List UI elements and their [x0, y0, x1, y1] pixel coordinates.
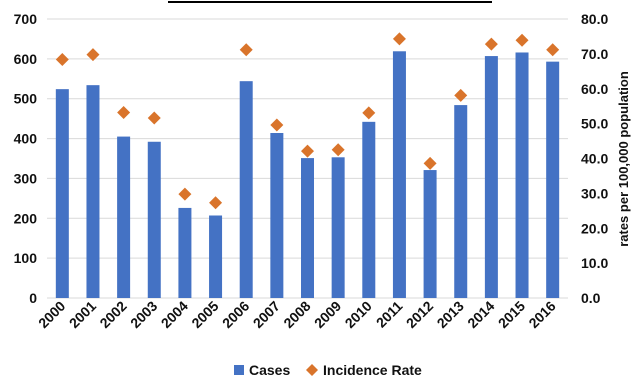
x-tick-label-2014: 2014 [464, 298, 497, 331]
x-tick-label-2002: 2002 [96, 298, 129, 331]
x-tick-label-2008: 2008 [280, 298, 313, 331]
left-tick-label: 200 [14, 210, 38, 226]
marker-incidence-rate-2016 [546, 43, 559, 56]
right-tick-label: 40.0 [581, 151, 608, 167]
right-tick-label: 20.0 [581, 220, 608, 236]
bar-cases-2009 [332, 157, 345, 298]
marker-incidence-rate-2008 [301, 145, 314, 158]
marker-incidence-rate-2007 [270, 119, 283, 132]
bar-cases-2016 [546, 62, 559, 298]
bar-cases-2000 [56, 89, 69, 298]
left-tick-label: 100 [14, 250, 38, 266]
right-axis-ticks: 0.0 10.0 20.0 30.0 40.0 50.0 60.0 70.0 80.0 [581, 11, 608, 306]
right-axis-label: rates per 100,000 population [616, 71, 631, 247]
cases-bars [56, 51, 559, 298]
legend-cases-swatch [234, 365, 244, 375]
right-tick-label: 0.0 [581, 290, 601, 306]
left-tick-label: 700 [14, 11, 38, 27]
bar-cases-2003 [148, 142, 161, 298]
right-tick-label: 60.0 [581, 81, 608, 97]
x-tick-label-2012: 2012 [403, 298, 436, 331]
bar-cases-2015 [516, 52, 529, 298]
bar-cases-2011 [393, 51, 406, 298]
bar-cases-2001 [86, 85, 99, 298]
bar-cases-2014 [485, 56, 498, 298]
x-tick-label-2007: 2007 [250, 298, 283, 331]
right-tick-label: 30.0 [581, 185, 608, 201]
marker-incidence-rate-2000 [56, 53, 69, 66]
marker-incidence-rate-2012 [424, 157, 437, 170]
legend-cases-label: Cases [249, 362, 290, 378]
left-tick-label: 300 [14, 170, 38, 186]
left-tick-label: 400 [14, 131, 38, 147]
left-tick-label: 500 [14, 91, 38, 107]
marker-incidence-rate-2010 [362, 106, 375, 119]
bar-cases-2004 [178, 208, 191, 298]
legend-incidence-rate-marker [306, 364, 318, 376]
marker-incidence-rate-2006 [240, 43, 253, 56]
marker-incidence-rate-2011 [393, 32, 406, 45]
left-tick-label: 600 [14, 51, 38, 67]
bar-cases-2013 [454, 105, 467, 298]
x-tick-label-2013: 2013 [434, 298, 467, 331]
left-axis-ticks: 0 100 200 300 400 500 600 700 [14, 11, 38, 306]
x-tick-label-2010: 2010 [342, 298, 375, 331]
x-tick-label-2000: 2000 [35, 298, 68, 331]
x-tick-label-2005: 2005 [188, 298, 221, 331]
x-tick-label-2003: 2003 [127, 298, 160, 331]
right-tick-label: 70.0 [581, 46, 608, 62]
bar-cases-2002 [117, 137, 130, 298]
x-axis-ticks: 2000200120022003200420052006200720082009… [35, 298, 559, 331]
marker-incidence-rate-2015 [516, 34, 529, 47]
legend: Cases Incidence Rate [234, 362, 422, 378]
marker-incidence-rate-2014 [485, 38, 498, 51]
marker-incidence-rate-2002 [117, 106, 130, 119]
marker-incidence-rate-2003 [148, 112, 161, 125]
x-tick-label-2015: 2015 [495, 298, 528, 331]
bar-cases-2010 [362, 122, 375, 298]
left-tick-label: 0 [29, 290, 37, 306]
bar-cases-2012 [424, 170, 437, 298]
marker-incidence-rate-2009 [332, 143, 345, 156]
x-tick-label-2009: 2009 [311, 298, 344, 331]
right-tick-label: 80.0 [581, 11, 608, 27]
x-tick-label-2004: 2004 [158, 298, 191, 331]
x-tick-label-2006: 2006 [219, 298, 252, 331]
bar-cases-2005 [209, 215, 222, 298]
right-tick-label: 50.0 [581, 116, 608, 132]
bar-cases-2007 [270, 133, 283, 298]
marker-incidence-rate-2013 [454, 89, 467, 102]
x-tick-label-2016: 2016 [525, 298, 558, 331]
legend-incidence-rate-label: Incidence Rate [323, 362, 422, 378]
right-tick-label: 10.0 [581, 255, 608, 271]
bar-cases-2006 [240, 81, 253, 298]
x-tick-label-2011: 2011 [373, 298, 406, 331]
bar-cases-2008 [301, 158, 314, 298]
x-tick-label-2001: 2001 [66, 298, 99, 331]
marker-incidence-rate-2004 [178, 188, 191, 201]
marker-incidence-rate-2005 [209, 196, 222, 209]
